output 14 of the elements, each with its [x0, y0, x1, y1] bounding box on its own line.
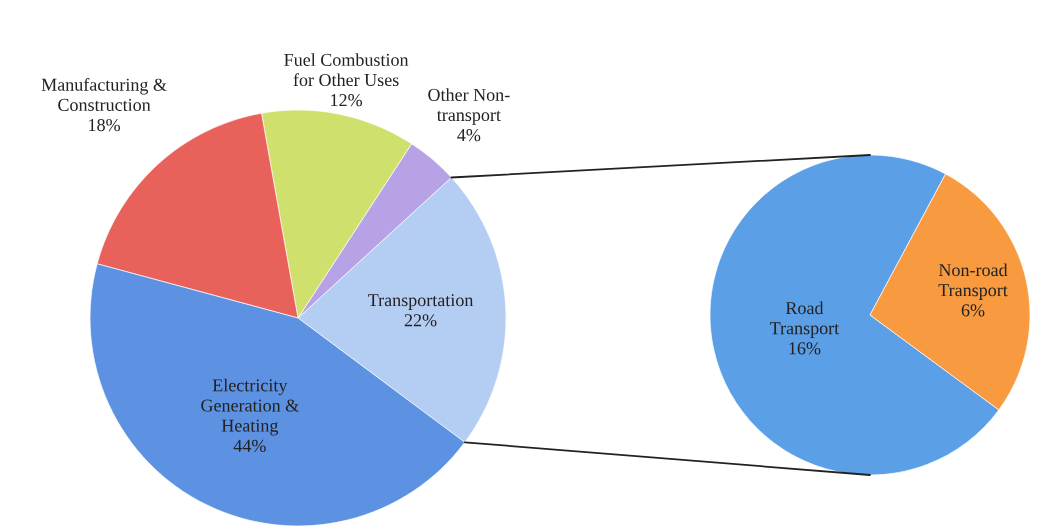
slice-label: Electricity Generation & Heating	[201, 378, 299, 436]
data-label: 6%	[961, 304, 985, 317]
data-label: 12%	[331, 94, 363, 107]
slice-label: Other Non- transport	[428, 88, 510, 125]
slice-label: Manufacturing & Construction	[41, 77, 167, 112]
slice-label: Transportation	[368, 294, 474, 310]
data-label: 4%	[457, 129, 481, 142]
data-label: 16%	[789, 342, 821, 355]
data-label: 44%	[233, 439, 266, 452]
slice-label: Non-road Transport	[938, 263, 1008, 300]
data-label: 18%	[89, 118, 121, 132]
data-label: 22%	[404, 314, 437, 327]
slice-label: Road Transport	[769, 301, 840, 338]
slice-label: Fuel Combustion for Other Uses	[284, 53, 409, 87]
